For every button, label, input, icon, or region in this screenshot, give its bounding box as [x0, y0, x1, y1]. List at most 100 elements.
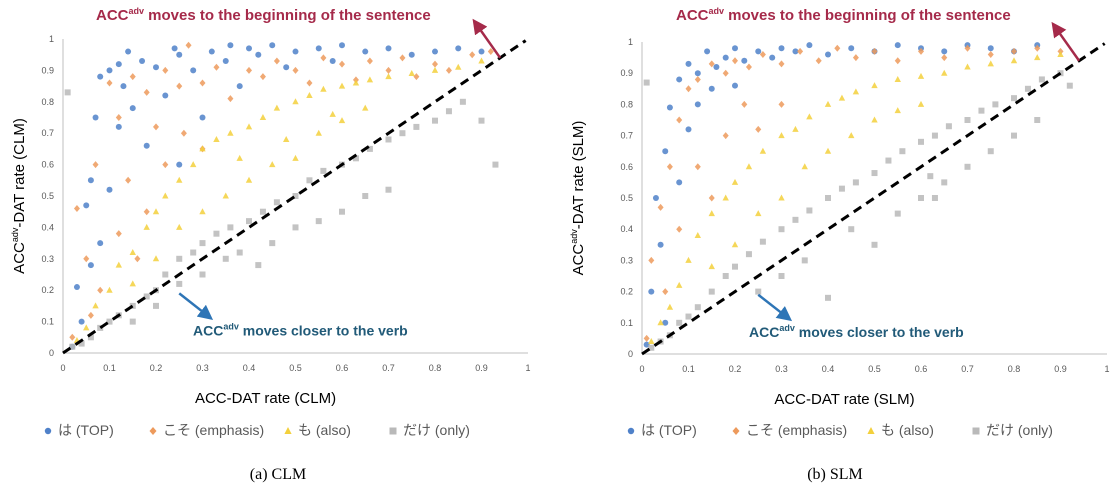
- y-tick-label: 0.3: [41, 254, 54, 264]
- x-tick-label: 0: [60, 363, 65, 373]
- data-point: [918, 138, 924, 145]
- data-point: [455, 63, 462, 70]
- y-tick-label: 0.5: [620, 193, 633, 203]
- data-point: [676, 76, 683, 83]
- data-point: [1034, 44, 1041, 52]
- data-point: [162, 66, 169, 74]
- y-tick-label: 0.5: [41, 191, 54, 201]
- legend-marker: [44, 427, 52, 435]
- data-point: [652, 195, 659, 201]
- y-axis-label-rest: -DAT rate (SLM): [570, 121, 587, 230]
- data-point: [741, 57, 748, 64]
- data-point: [73, 284, 80, 291]
- data-point: [941, 69, 948, 76]
- data-point: [492, 161, 499, 168]
- data-point: [120, 83, 127, 90]
- data-point: [69, 333, 76, 341]
- y-axis-label-rest: -DAT rate (CLM): [11, 118, 28, 227]
- data-point: [722, 54, 729, 61]
- data-point: [1011, 95, 1017, 102]
- annotation-bottom: ACCadv moves closer to the verb: [193, 322, 408, 339]
- data-point: [152, 208, 160, 215]
- data-point: [713, 63, 720, 70]
- annotation-bottom-acc: ACC: [749, 324, 779, 340]
- data-point: [871, 241, 878, 248]
- data-point: [694, 163, 701, 171]
- data-point: [732, 45, 738, 52]
- data-point: [129, 105, 136, 112]
- data-point: [162, 161, 169, 169]
- data-point: [917, 100, 925, 107]
- data-point: [1024, 85, 1031, 92]
- annotation-top-rest: moves to the beginning of the sentence: [144, 7, 431, 24]
- legend-item: も (also): [284, 422, 351, 438]
- data-point: [385, 45, 392, 52]
- data-point: [106, 286, 113, 293]
- data-point: [227, 95, 234, 103]
- data-point: [662, 148, 669, 155]
- data-point: [445, 108, 452, 115]
- data-point: [894, 75, 901, 82]
- y-tick-label: 0.9: [620, 68, 633, 78]
- data-point: [801, 257, 808, 264]
- legend-label: こそ (emphasis): [163, 422, 264, 438]
- data-point: [366, 145, 373, 152]
- data-point: [648, 288, 655, 295]
- data-point: [190, 161, 197, 168]
- legend-label: だけ (only): [986, 422, 1053, 438]
- data-point: [871, 116, 878, 123]
- y-tick-label: 0.7: [41, 128, 54, 138]
- data-point: [731, 241, 739, 248]
- reference-line: [62, 39, 527, 355]
- data-point: [731, 178, 739, 185]
- data-point: [848, 45, 855, 52]
- data-point: [97, 286, 104, 294]
- y-axis-label-acc: ACC: [11, 242, 28, 274]
- data-point: [722, 132, 729, 140]
- data-point: [852, 179, 859, 186]
- data-point: [964, 44, 971, 52]
- y-tick-label: 0.2: [620, 287, 633, 297]
- data-point: [755, 210, 762, 217]
- data-point: [306, 177, 313, 184]
- data-point: [87, 262, 94, 269]
- data-point: [778, 226, 785, 233]
- data-point: [648, 338, 655, 345]
- data-point: [339, 60, 345, 68]
- data-point: [176, 176, 183, 183]
- data-point: [759, 147, 767, 154]
- data-point: [732, 82, 738, 89]
- series-3: [64, 89, 499, 350]
- data-point: [143, 293, 150, 300]
- arrow-up: [472, 18, 502, 59]
- y-axis-label: ACCadv-DAT rate (SLM): [569, 121, 587, 276]
- data-point: [685, 126, 692, 133]
- legend-label: は (TOP): [641, 422, 697, 438]
- data-point: [894, 57, 901, 65]
- annotation-top-rest: moves to the beginning of the sentence: [724, 7, 1011, 24]
- data-point: [741, 100, 748, 108]
- data-point: [964, 163, 971, 170]
- data-point: [987, 45, 994, 52]
- x-axis-label: ACC-DAT rate (CLM): [195, 390, 336, 407]
- data-point: [143, 208, 150, 216]
- data-point: [213, 230, 220, 237]
- data-point: [245, 176, 253, 183]
- data-point: [362, 193, 369, 199]
- data-point: [745, 63, 752, 71]
- legend-label: は (TOP): [58, 422, 114, 438]
- data-point: [292, 193, 299, 199]
- data-point: [320, 85, 327, 92]
- data-point: [283, 135, 290, 142]
- data-point: [199, 79, 206, 87]
- data-point: [413, 123, 420, 130]
- data-point: [432, 60, 438, 68]
- data-point: [852, 88, 860, 95]
- data-point: [176, 161, 183, 168]
- x-tick-label: 0.5: [868, 364, 881, 374]
- x-tick-label: 0.3: [196, 363, 209, 373]
- data-point: [662, 319, 669, 326]
- legend-marker: [972, 427, 980, 435]
- y-axis-label-sup: adv: [569, 229, 579, 244]
- x-tick-label: 0.9: [475, 363, 488, 373]
